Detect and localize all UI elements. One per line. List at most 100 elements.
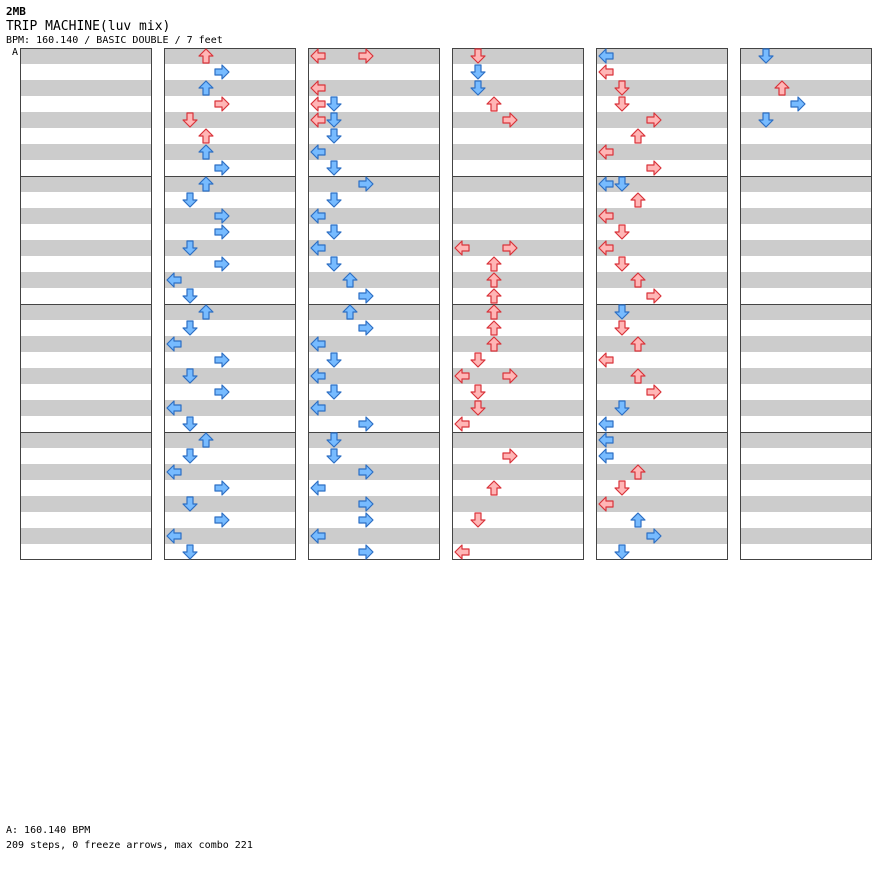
beat-stripe bbox=[740, 176, 872, 192]
column-border bbox=[740, 48, 872, 560]
step-arrow-right-icon bbox=[214, 384, 230, 400]
beat-stripe bbox=[452, 240, 584, 256]
step-arrow-right-icon bbox=[646, 112, 662, 128]
beat-stripe bbox=[740, 48, 872, 64]
column-border bbox=[596, 48, 728, 560]
step-arrow-down-icon bbox=[182, 416, 198, 432]
step-arrow-left-icon bbox=[454, 240, 470, 256]
step-arrow-left-icon bbox=[310, 144, 326, 160]
beat-stripe bbox=[308, 368, 440, 384]
beat-stripe bbox=[740, 80, 872, 96]
beat-stripe bbox=[164, 304, 296, 320]
step-arrow-right-icon bbox=[358, 496, 374, 512]
beat-stripe bbox=[452, 80, 584, 96]
step-arrow-up-icon bbox=[342, 304, 358, 320]
step-arrow-right-icon bbox=[358, 544, 374, 560]
step-arrow-left-icon bbox=[166, 528, 182, 544]
step-arrow-down-icon bbox=[182, 448, 198, 464]
step-arrow-down-icon bbox=[614, 320, 630, 336]
step-arrow-up-icon bbox=[630, 512, 646, 528]
beat-stripe bbox=[20, 240, 152, 256]
step-arrow-right-icon bbox=[502, 368, 518, 384]
beat-stripe bbox=[164, 432, 296, 448]
chart-column bbox=[164, 48, 296, 560]
beat-stripe bbox=[740, 208, 872, 224]
step-arrow-down-icon bbox=[326, 384, 342, 400]
step-arrow-down-icon bbox=[326, 112, 342, 128]
beat-stripe bbox=[20, 496, 152, 512]
step-arrow-right-icon bbox=[214, 480, 230, 496]
step-arrow-down-icon bbox=[182, 288, 198, 304]
step-arrow-right-icon bbox=[502, 112, 518, 128]
step-arrow-down-icon bbox=[182, 192, 198, 208]
step-arrow-right-icon bbox=[214, 224, 230, 240]
beat-stripe bbox=[596, 176, 728, 192]
step-arrow-up-icon bbox=[342, 272, 358, 288]
column-border bbox=[20, 48, 152, 560]
step-arrow-up-icon bbox=[486, 272, 502, 288]
step-arrow-up-icon bbox=[630, 192, 646, 208]
beat-stripe bbox=[452, 528, 584, 544]
step-arrow-left-icon bbox=[310, 80, 326, 96]
beat-stripe bbox=[452, 400, 584, 416]
beat-stripe bbox=[308, 400, 440, 416]
step-arrow-down-icon bbox=[614, 80, 630, 96]
beat-stripe bbox=[596, 528, 728, 544]
step-arrow-down-icon bbox=[470, 48, 486, 64]
step-arrow-left-icon bbox=[454, 416, 470, 432]
beat-stripe bbox=[596, 112, 728, 128]
step-arrow-right-icon bbox=[358, 320, 374, 336]
step-arrow-down-icon bbox=[182, 368, 198, 384]
chart-info: BPM: 160.140 / BASIC DOUBLE / 7 feet bbox=[6, 35, 223, 46]
beat-stripe bbox=[740, 432, 872, 448]
step-arrow-down-icon bbox=[182, 240, 198, 256]
beat-stripe bbox=[308, 304, 440, 320]
beat-stripe bbox=[164, 176, 296, 192]
step-arrow-left-icon bbox=[310, 368, 326, 384]
beat-stripe bbox=[20, 368, 152, 384]
step-arrow-down-icon bbox=[470, 512, 486, 528]
step-arrow-down-icon bbox=[614, 544, 630, 560]
step-arrow-down-icon bbox=[758, 48, 774, 64]
beat-stripe bbox=[596, 432, 728, 448]
step-arrow-left-icon bbox=[310, 336, 326, 352]
step-arrow-up-icon bbox=[630, 464, 646, 480]
step-arrow-left-icon bbox=[598, 240, 614, 256]
step-arrow-down-icon bbox=[326, 256, 342, 272]
step-arrow-up-icon bbox=[630, 128, 646, 144]
step-arrow-up-icon bbox=[630, 272, 646, 288]
beat-stripe bbox=[20, 208, 152, 224]
step-arrow-up-icon bbox=[198, 80, 214, 96]
step-arrow-down-icon bbox=[182, 320, 198, 336]
beat-stripe bbox=[596, 240, 728, 256]
step-arrow-left-icon bbox=[598, 416, 614, 432]
beat-stripe bbox=[308, 176, 440, 192]
beat-stripe bbox=[308, 112, 440, 128]
step-arrow-down-icon bbox=[326, 432, 342, 448]
beat-stripe bbox=[596, 304, 728, 320]
step-arrow-down-icon bbox=[326, 192, 342, 208]
beat-stripe bbox=[596, 144, 728, 160]
step-arrow-up-icon bbox=[486, 480, 502, 496]
beat-stripe bbox=[164, 272, 296, 288]
beat-stripe bbox=[20, 304, 152, 320]
chart-column bbox=[20, 48, 152, 560]
step-arrow-left-icon bbox=[598, 432, 614, 448]
chart-column bbox=[740, 48, 872, 560]
step-arrow-up-icon bbox=[198, 304, 214, 320]
step-arrow-down-icon bbox=[326, 224, 342, 240]
beat-stripe bbox=[20, 432, 152, 448]
step-arrow-up-icon bbox=[774, 80, 790, 96]
step-arrow-up-icon bbox=[198, 48, 214, 64]
beat-stripe bbox=[596, 368, 728, 384]
step-arrow-left-icon bbox=[598, 176, 614, 192]
step-arrow-up-icon bbox=[630, 336, 646, 352]
step-arrow-down-icon bbox=[470, 64, 486, 80]
step-arrow-right-icon bbox=[358, 48, 374, 64]
beat-stripe bbox=[452, 304, 584, 320]
step-arrow-left-icon bbox=[598, 448, 614, 464]
step-arrow-right-icon bbox=[358, 512, 374, 528]
step-arrow-down-icon bbox=[326, 96, 342, 112]
step-arrow-down-icon bbox=[326, 160, 342, 176]
